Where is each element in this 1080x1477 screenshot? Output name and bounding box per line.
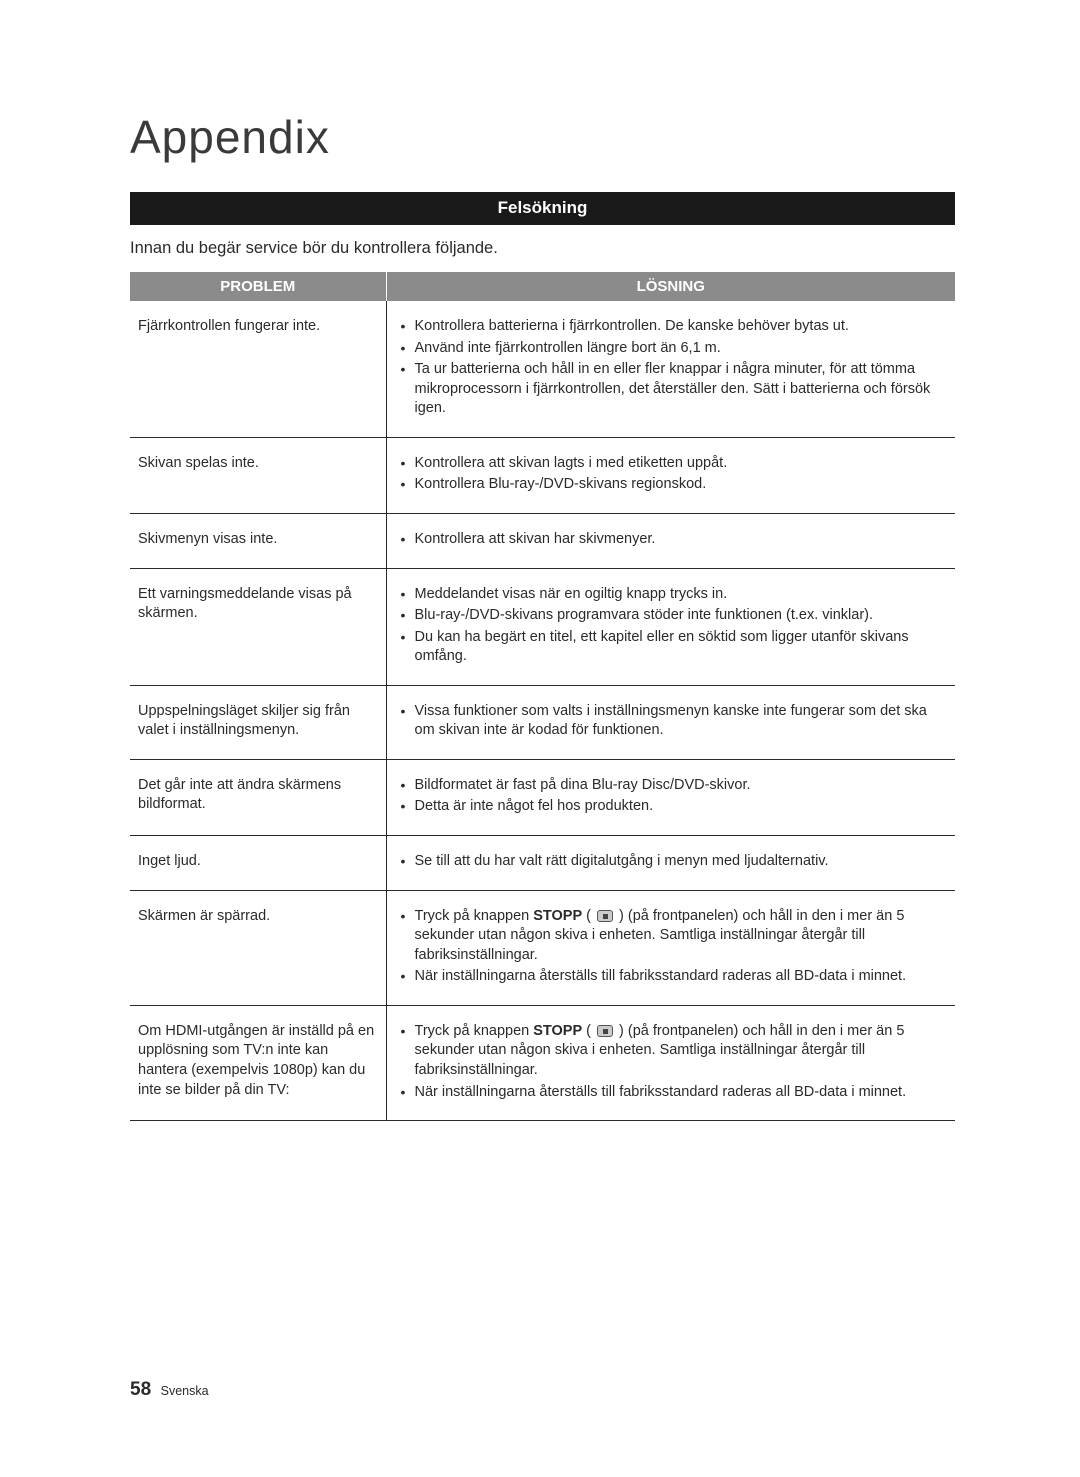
solution-item: När inställningarna återställs till fabr… <box>401 967 948 987</box>
col-header-solution: LÖSNING <box>386 272 955 301</box>
solution-cell: Meddelandet visas när en ogiltig knapp t… <box>386 568 955 685</box>
solution-item: Bildformatet är fast på dina Blu-ray Dis… <box>401 776 948 796</box>
solution-item: Tryck på knappen STOPP ( ) (på frontpane… <box>401 907 948 966</box>
solution-cell: Bildformatet är fast på dina Blu-ray Dis… <box>386 759 955 835</box>
table-row: Skivan spelas inte. Kontrollera att skiva… <box>130 437 955 513</box>
solution-text-mid: ( <box>582 1023 595 1039</box>
table-row: Inget ljud. Se till att du har valt rätt … <box>130 836 955 891</box>
page-title: Appendix <box>130 110 955 164</box>
col-header-problem: PROBLEM <box>130 272 386 301</box>
solution-cell: Tryck på knappen STOPP ( ) (på frontpane… <box>386 890 955 1005</box>
solution-cell: Kontrollera att skivan lagts i med etike… <box>386 437 955 513</box>
table-row: Det går inte att ändra skärmens bildform… <box>130 759 955 835</box>
solution-item: Du kan ha begärt en titel, ett kapitel e… <box>401 628 948 667</box>
solution-cell: Vissa funktioner som valts i inställning… <box>386 685 955 759</box>
problem-cell: Uppspelningsläget skiljer sig från valet… <box>130 685 386 759</box>
solution-item: Kontrollera att skivan lagts i med etike… <box>401 454 948 474</box>
table-row: Uppspelningsläget skiljer sig från valet… <box>130 685 955 759</box>
problem-cell: Ett varningsmeddelande visas på skärmen. <box>130 568 386 685</box>
solution-cell: Se till att du har valt rätt digitalutgå… <box>386 836 955 891</box>
solution-item: Se till att du har valt rätt digitalutgå… <box>401 852 948 872</box>
problem-cell: Skivmenyn visas inte. <box>130 513 386 568</box>
table-row: Skärmen är spärrad. Tryck på knappen STOP… <box>130 890 955 1005</box>
solution-text-pre: Tryck på knappen <box>415 908 534 924</box>
stop-label: STOPP <box>533 908 582 924</box>
solution-item: Kontrollera Blu-ray-/DVD-skivans regions… <box>401 475 948 495</box>
solution-cell: Tryck på knappen STOPP ( ) (på frontpane… <box>386 1005 955 1120</box>
page-language: Svenska <box>161 1384 209 1398</box>
section-header: Felsökning <box>130 192 955 225</box>
solution-item: Detta är inte något fel hos produkten. <box>401 797 948 817</box>
problem-cell: Fjärrkontrollen fungerar inte. <box>130 301 386 437</box>
solution-cell: Kontrollera batterierna i fjärrkontrolle… <box>386 301 955 437</box>
problem-cell: Om HDMI-utgången är inställd på en upplö… <box>130 1005 386 1120</box>
page-container: Appendix Felsökning Innan du begär servi… <box>0 0 1080 1121</box>
table-row: Skivmenyn visas inte. Kontrollera att ski… <box>130 513 955 568</box>
stop-icon <box>597 1025 613 1037</box>
page-footer: 58 Svenska <box>130 1379 209 1401</box>
troubleshooting-table: PROBLEM LÖSNING Fjärrkontrollen fungerar… <box>130 272 955 1121</box>
solution-item: Kontrollera batterierna i fjärrkontrolle… <box>401 317 948 337</box>
solution-item: Kontrollera att skivan har skivmenyer. <box>401 530 948 550</box>
solution-item: Vissa funktioner som valts i inställning… <box>401 702 948 741</box>
intro-text: Innan du begär service bör du kontroller… <box>130 239 955 258</box>
solution-item: Använd inte fjärrkontrollen längre bort … <box>401 339 948 359</box>
problem-cell: Skärmen är spärrad. <box>130 890 386 1005</box>
stop-label: STOPP <box>533 1023 582 1039</box>
table-row: Om HDMI-utgången är inställd på en upplö… <box>130 1005 955 1120</box>
table-row: Fjärrkontrollen fungerar inte. Kontroller… <box>130 301 955 437</box>
solution-item: Meddelandet visas när en ogiltig knapp t… <box>401 585 948 605</box>
solution-item: När inställningarna återställs till fabr… <box>401 1083 948 1103</box>
solution-item: Ta ur batterierna och håll in en eller f… <box>401 360 948 419</box>
problem-cell: Det går inte att ändra skärmens bildform… <box>130 759 386 835</box>
solution-item: Tryck på knappen STOPP ( ) (på frontpane… <box>401 1022 948 1081</box>
solution-item: Blu-ray-/DVD-skivans programvara stöder … <box>401 606 948 626</box>
problem-cell: Skivan spelas inte. <box>130 437 386 513</box>
solution-text-mid: ( <box>582 908 595 924</box>
solution-text-pre: Tryck på knappen <box>415 1023 534 1039</box>
stop-icon <box>597 910 613 922</box>
table-row: Ett varningsmeddelande visas på skärmen.… <box>130 568 955 685</box>
page-number: 58 <box>130 1379 151 1400</box>
problem-cell: Inget ljud. <box>130 836 386 891</box>
solution-cell: Kontrollera att skivan har skivmenyer. <box>386 513 955 568</box>
